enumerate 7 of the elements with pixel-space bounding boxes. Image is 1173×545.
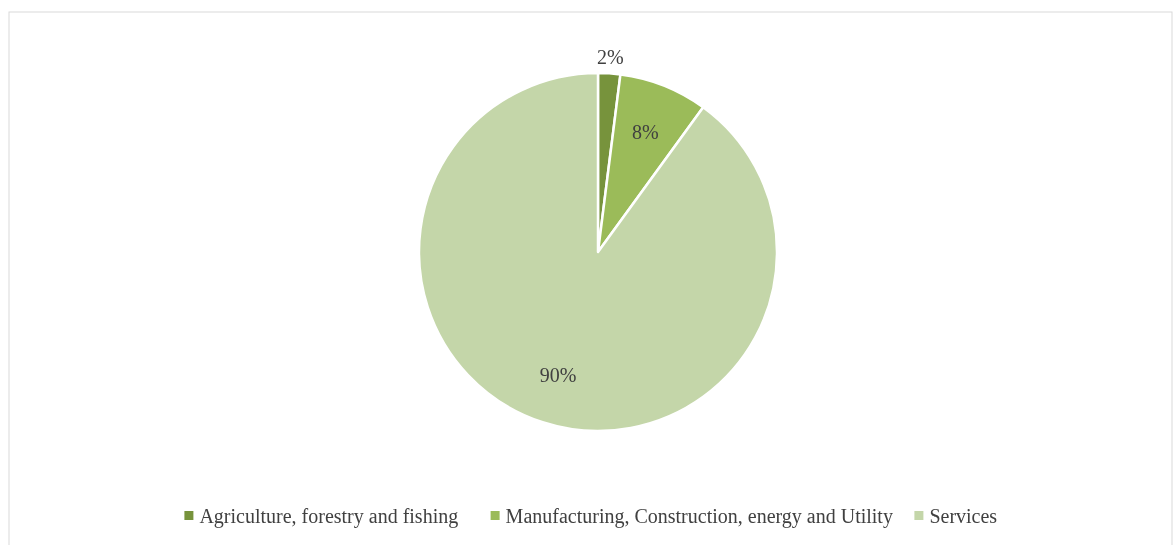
legend-label: Manufacturing, Construction, energy and Utility	[505, 505, 893, 528]
data-label: 2%	[596, 46, 624, 69]
legend-label: Agriculture, forestry and fishing	[199, 505, 459, 528]
pie-slice	[417, 71, 779, 432]
legend-label: Services	[929, 505, 998, 527]
data-label: 90%	[539, 363, 577, 386]
data-label: 8%	[632, 121, 659, 144]
